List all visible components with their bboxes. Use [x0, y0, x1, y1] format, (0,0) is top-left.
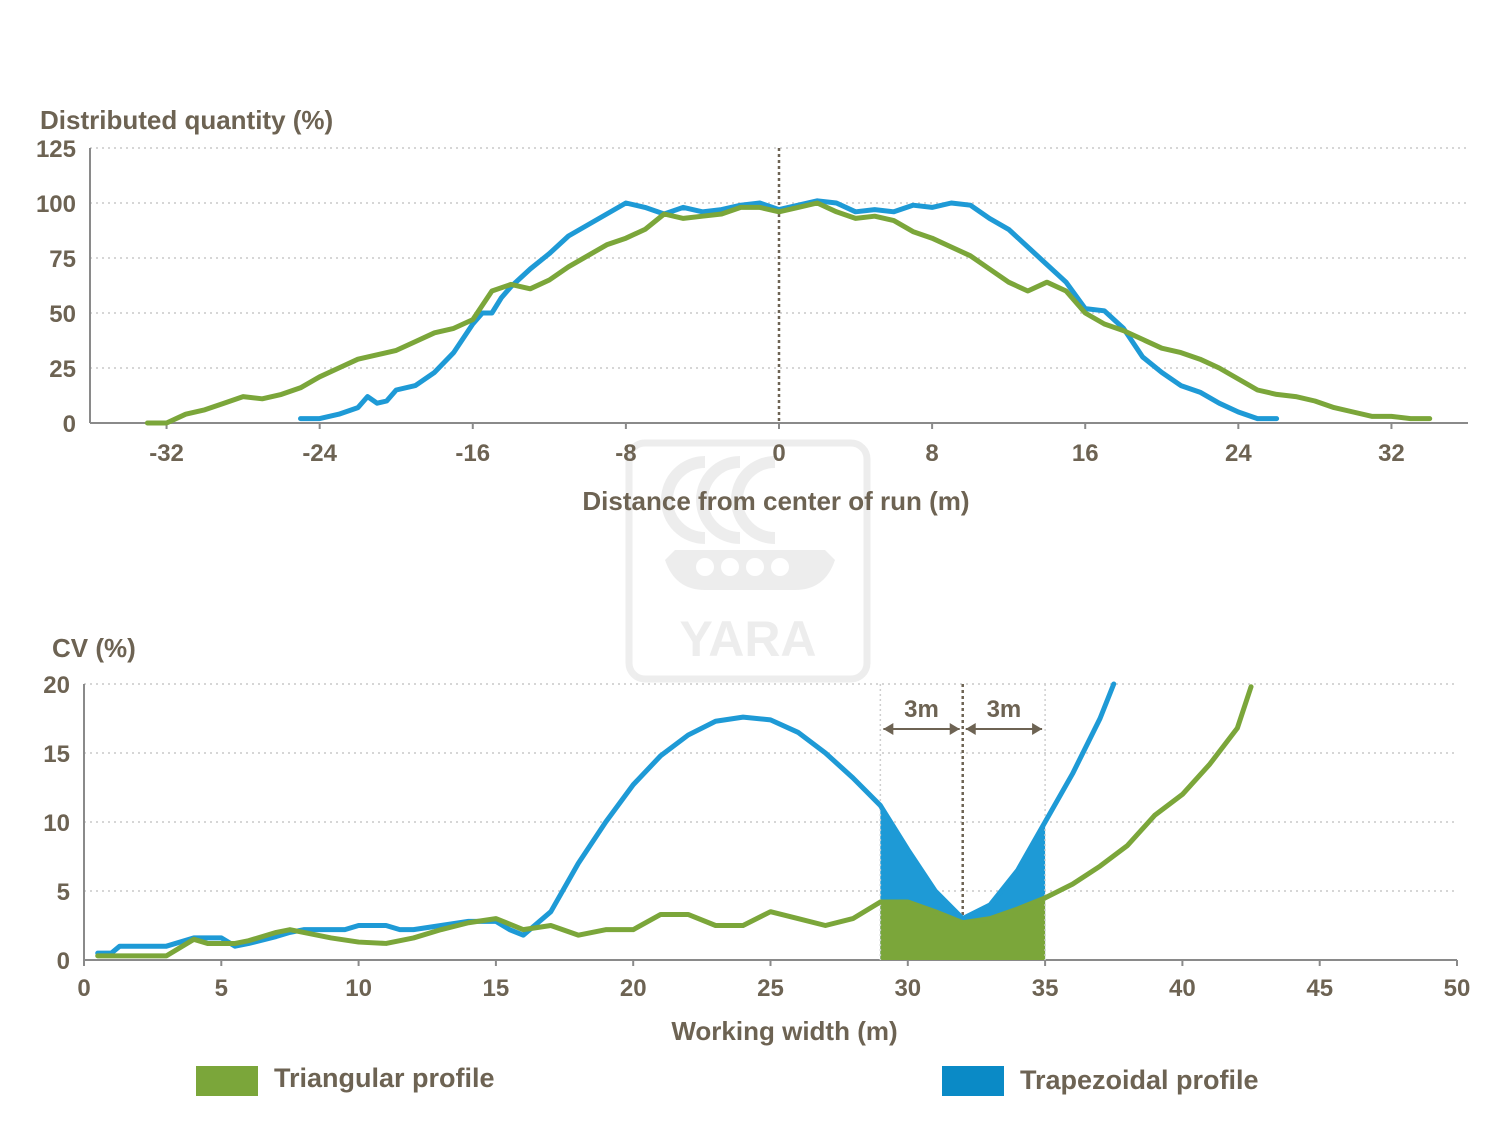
annotation-label: 3m: [987, 696, 1022, 723]
x-tick-label: 20: [620, 975, 647, 1002]
shaded-area-triangular-profile: [880, 897, 1046, 960]
watermark-logo-text: YARA: [679, 611, 816, 667]
x-tick-label: 5: [215, 975, 228, 1002]
y-tick-label: 0: [63, 411, 76, 438]
cv-chart: 0 5 10 15 20 0 5 10 15 20 25 30 35 40 45 50 CV (%) Workin…: [43, 633, 1470, 1046]
x-axis-title: Working width (m): [671, 1016, 897, 1046]
x-tick-label: 24: [1225, 440, 1252, 467]
x-tick-label: 30: [894, 975, 921, 1002]
legend-swatch-triangular: [196, 1066, 258, 1096]
y-axis-title: Distributed quantity (%): [40, 105, 333, 135]
x-tick-label: -24: [302, 440, 337, 467]
series-line-trapezoidal-profile: [95, 681, 1117, 956]
x-tick-label: 0: [772, 440, 785, 467]
y-axis-title: CV (%): [52, 633, 136, 663]
yara-watermark-logo: YARA: [625, 439, 871, 683]
y-tick-label: 0: [57, 948, 70, 975]
x-tick-label: 15: [483, 975, 510, 1002]
x-tick-label: -16: [455, 440, 490, 467]
y-tick-label: 25: [49, 356, 76, 383]
annotation-label: 3m: [904, 696, 939, 723]
distribution-chart: 0 25 50 75 100 125 -32 -24 -16 -8 0 8 16 24 32 Distribu…: [36, 105, 1468, 516]
annotation-arrowhead-left: [883, 723, 894, 735]
x-tick-label: 50: [1444, 975, 1471, 1002]
series-line-trapezoidal-profile: [298, 198, 1280, 422]
y-tick-label: 20: [43, 672, 70, 699]
legend-label-triangular: Triangular profile: [274, 1063, 495, 1093]
y-tick-label: 50: [49, 301, 76, 328]
legend-label-trapezoidal: Trapezoidal profile: [1020, 1065, 1259, 1095]
x-tick-label: -8: [615, 440, 636, 467]
x-tick-label: 8: [925, 440, 938, 467]
x-axis-title: Distance from center of run (m): [582, 486, 969, 516]
y-tick-label: 75: [49, 246, 76, 273]
x-tick-label: 40: [1169, 975, 1196, 1002]
legend-swatch-trapezoidal: [942, 1066, 1004, 1096]
x-tick-label: 0: [77, 975, 90, 1002]
annotation-arrowhead-left: [965, 723, 976, 735]
annotation-arrowhead-right: [1032, 723, 1043, 735]
y-tick-label: 125: [36, 136, 76, 163]
y-tick-label: 5: [57, 879, 70, 906]
x-tick-label: 25: [757, 975, 784, 1002]
x-tick-label: 35: [1032, 975, 1059, 1002]
x-tick-label: 32: [1378, 440, 1405, 467]
y-tick-label: 100: [36, 191, 76, 218]
series-line-triangular-profile: [95, 684, 1254, 959]
x-tick-label: 16: [1072, 440, 1099, 467]
y-tick-label: 10: [43, 810, 70, 837]
x-tick-label: 10: [345, 975, 372, 1002]
series-line-triangular-profile: [144, 200, 1433, 426]
annotation-arrowhead-right: [949, 723, 960, 735]
y-tick-label: 15: [43, 741, 70, 768]
x-tick-label: -32: [149, 440, 184, 467]
x-tick-label: 45: [1306, 975, 1333, 1002]
